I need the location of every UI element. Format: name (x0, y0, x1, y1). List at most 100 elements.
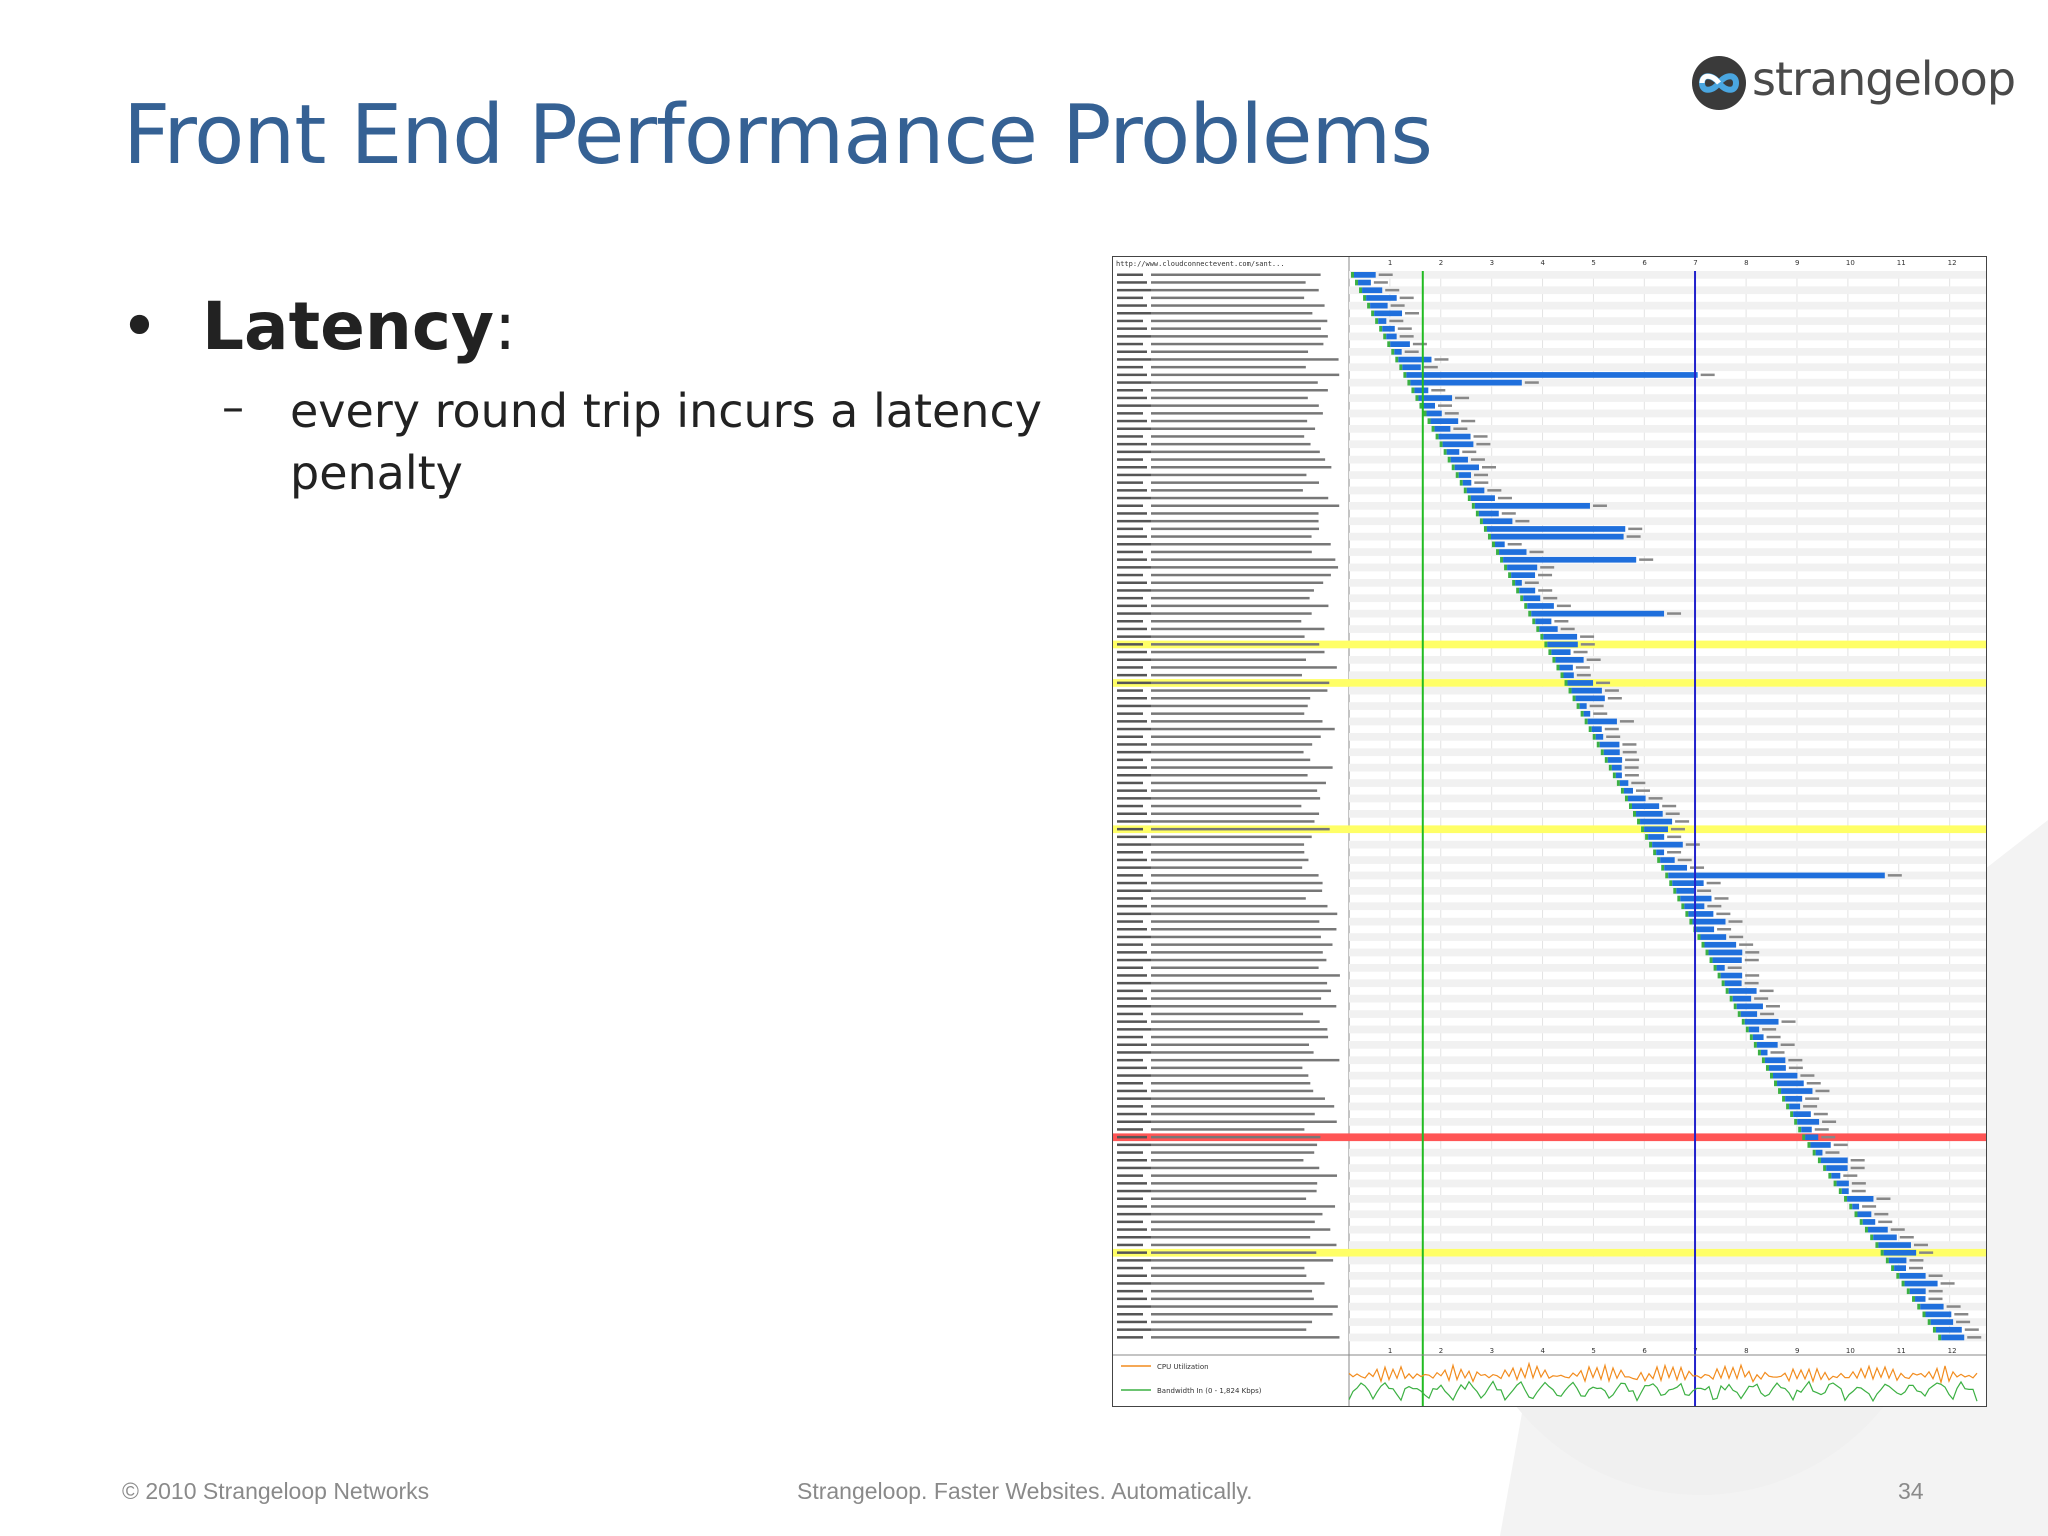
request-url-text (1117, 612, 1151, 615)
request-ttfb-bar (1504, 564, 1508, 571)
request-ttfb-bar (1922, 1311, 1926, 1318)
request-url-text (1151, 612, 1312, 615)
request-duration-label (1589, 704, 1604, 708)
request-ttfb-bar (1419, 402, 1423, 409)
time-tick-label: 10 (1846, 259, 1855, 267)
request-url-text (1117, 897, 1143, 900)
request-download-bar (1551, 649, 1571, 655)
request-ttfb-bar (1540, 633, 1544, 640)
request-url-text (1117, 1089, 1147, 1093)
request-ttfb-bar (1774, 1080, 1778, 1087)
request-ttfb-bar (1536, 626, 1540, 632)
request-download-bar (1422, 402, 1436, 409)
request-url-text (1151, 327, 1321, 330)
request-url-text (1151, 974, 1340, 977)
request-ttfb-bar (1802, 1134, 1806, 1141)
request-ttfb-bar (1709, 957, 1713, 963)
highlighted-request-row (1113, 679, 1986, 687)
request-download-bar (1603, 749, 1620, 756)
request-row-stripe (1349, 1225, 1986, 1234)
request-url-text (1117, 281, 1147, 284)
request-url-text (1117, 958, 1151, 962)
request-ttfb-bar (1729, 995, 1733, 1002)
request-duration-label (1909, 1266, 1924, 1270)
request-duration-label (1833, 1143, 1848, 1147)
request-url-text (1117, 928, 1147, 931)
request-url-text (1117, 1066, 1147, 1070)
request-url-text (1151, 466, 1332, 469)
cpu-utilization-label: CPU Utilization (1157, 1363, 1209, 1371)
request-row-stripe (1349, 917, 1986, 926)
request-row-stripe (1349, 1056, 1986, 1065)
request-ttfb-bar (1749, 1034, 1753, 1040)
request-duration-label (1874, 1212, 1889, 1216)
request-url-text (1117, 735, 1143, 738)
request-url-text (1151, 1243, 1337, 1247)
request-download-bar (1716, 965, 1725, 971)
request-row-stripe (1349, 902, 1986, 911)
request-url-text (1117, 650, 1147, 654)
request-download-bar (1414, 387, 1429, 394)
request-url-text (1117, 874, 1143, 877)
request-ttfb-bar (1524, 603, 1528, 609)
request-download-bar (1736, 1003, 1763, 1010)
request-url-text (1151, 889, 1323, 892)
request-duration-label (1405, 312, 1420, 315)
request-url-text (1151, 1289, 1313, 1293)
request-download-bar (1358, 279, 1371, 286)
request-download-bar (1712, 957, 1742, 963)
request-download-bar (1899, 1273, 1926, 1279)
time-tick-label: 5 (1591, 259, 1595, 267)
request-ttfb-bar (1891, 1265, 1895, 1271)
request-url-text (1151, 358, 1339, 361)
request-url-text (1151, 1320, 1313, 1324)
request-url-text (1117, 1197, 1143, 1200)
request-download-bar (1878, 1242, 1911, 1248)
request-ttfb-bar (1721, 980, 1725, 987)
request-ttfb-bar (1786, 1103, 1790, 1110)
request-url-text (1151, 319, 1328, 323)
request-duration-label (1543, 596, 1558, 600)
request-url-text (1151, 804, 1302, 808)
request-download-bar (1627, 795, 1646, 802)
request-duration-label (1760, 1012, 1775, 1016)
request-ttfb-bar (1817, 1157, 1821, 1164)
request-download-bar (1724, 980, 1742, 987)
request-duration-label (1956, 1320, 1971, 1324)
request-row-stripe (1349, 1102, 1986, 1111)
request-row-stripe (1349, 455, 1986, 464)
request-url-text (1117, 1105, 1143, 1108)
request-ttfb-bar (1516, 587, 1520, 594)
request-ttfb-bar (1560, 672, 1564, 679)
request-download-bar (1607, 757, 1623, 763)
request-row-stripe (1349, 502, 1986, 510)
request-ttfb-bar (1564, 680, 1568, 686)
request-url-text (1117, 504, 1143, 507)
request-url-text (1117, 1035, 1143, 1039)
request-url-text (1151, 758, 1311, 762)
request-duration-label (1744, 958, 1759, 962)
request-ttfb-bar (1753, 1042, 1757, 1048)
request-url-text (1151, 981, 1328, 985)
request-duration-label (1662, 804, 1677, 808)
time-tick-label: 8 (1744, 1347, 1748, 1355)
request-duration-label (1716, 912, 1731, 916)
waterfall-url-header: http://www.cloudconnectevent.com/sant... (1116, 260, 1285, 268)
request-url-text (1151, 1328, 1307, 1331)
request-download-bar (1466, 487, 1485, 494)
request-duration-label (1385, 288, 1400, 292)
request-download-bar (1805, 1134, 1819, 1141)
request-row-stripe (1349, 779, 1986, 787)
request-ttfb-bar (1483, 526, 1487, 532)
request-row-stripe (1349, 332, 1986, 341)
request-duration-label (1453, 427, 1468, 430)
request-duration-label (1487, 489, 1502, 492)
request-download-bar (1555, 657, 1584, 663)
request-download-bar (1915, 1296, 1926, 1302)
request-ttfb-bar (1363, 295, 1367, 301)
request-download-bar (1728, 988, 1757, 994)
request-url-text (1117, 327, 1147, 330)
request-ttfb-bar (1854, 1211, 1858, 1218)
request-duration-label (1648, 797, 1663, 800)
